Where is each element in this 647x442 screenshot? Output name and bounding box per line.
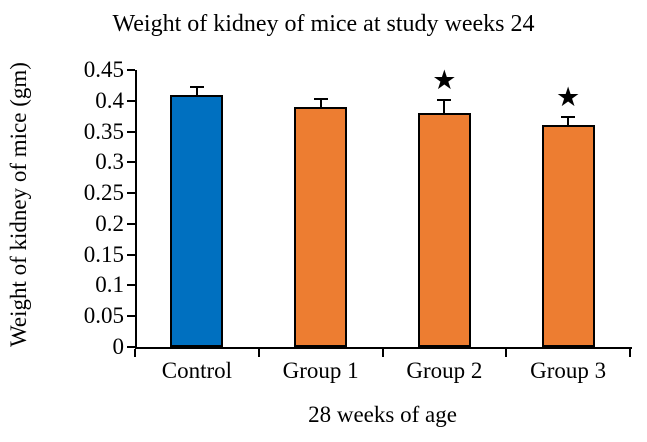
bar-group-3: [541, 125, 595, 347]
x-category-label: Group 2: [406, 358, 483, 383]
y-axis-title: Weight of kidney of mice (gm): [6, 62, 31, 348]
y-axis-tick-label: 0.25: [83, 180, 124, 206]
y-axis-tick: [127, 192, 135, 195]
y-axis-tick: [127, 253, 135, 256]
error-bar-cap: [189, 85, 204, 88]
y-axis-tick-label: 0.05: [83, 303, 124, 329]
y-axis-tick: [127, 222, 135, 225]
x-axis-tick: [134, 349, 136, 357]
x-axis-title: 28 weeks of age: [308, 402, 457, 427]
x-axis-tick: [257, 349, 260, 357]
x-axis-tick: [381, 349, 384, 357]
x-category-label: Group 1: [282, 358, 359, 383]
y-axis-tick-label: 0: [112, 334, 125, 359]
y-axis-tick: [127, 130, 135, 133]
error-bar: [319, 98, 322, 107]
x-category-label: Control: [161, 358, 233, 383]
y-axis-tick-label: 0.45: [83, 57, 124, 82]
y-axis-tick-label: 0.15: [83, 241, 124, 267]
plot-area: [135, 70, 632, 349]
y-axis-tick: [127, 69, 135, 71]
y-axis-tick: [127, 284, 135, 287]
x-axis-tick: [629, 349, 631, 357]
y-axis-tick-label: 0.3: [95, 149, 124, 175]
error-bar-cap: [437, 99, 452, 102]
y-axis-tick: [127, 315, 135, 318]
chart-title: Weight of kidney of mice at study weeks …: [112, 11, 535, 37]
y-axis-tick: [127, 346, 135, 348]
y-axis-tick: [127, 99, 135, 102]
error-bar-cap: [561, 116, 576, 119]
y-axis-tick: [127, 161, 135, 164]
y-axis-tick-label: 0.1: [95, 272, 124, 298]
error-bar: [567, 117, 570, 126]
bar-group-1: [294, 106, 348, 347]
bar-control: [170, 94, 224, 347]
bar-group-2: [417, 113, 471, 347]
y-axis-tick-label: 0.2: [95, 210, 124, 236]
significance-star: ★: [432, 65, 457, 97]
error-bar-cap: [313, 97, 328, 100]
error-bar: [195, 86, 198, 95]
x-axis-tick: [505, 349, 508, 357]
error-bar: [443, 100, 446, 114]
significance-star: ★: [556, 82, 581, 114]
y-axis-tick-label: 0.35: [83, 118, 124, 144]
y-axis-tick-label: 0.4: [95, 87, 124, 113]
x-category-label: Group 3: [530, 358, 607, 383]
